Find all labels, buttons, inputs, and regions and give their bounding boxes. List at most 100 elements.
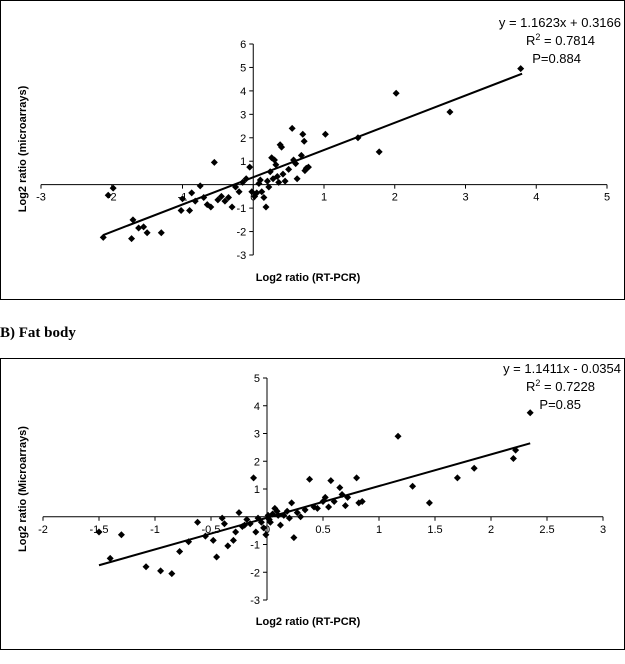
chart-a-data-point (188, 189, 196, 197)
chart-a-r-squared-label: R2 = 0.7814 (526, 32, 595, 48)
chart-b-y-tick-label: 5 (254, 373, 260, 385)
chart-a-data-point (109, 184, 117, 192)
chart-b-data-point (265, 516, 273, 524)
chart-b-y-tick-label: -1 (250, 540, 260, 552)
chart-panel-b: -2-1.5-1-0.500.511.522.53-3-2-112345Log2… (0, 358, 625, 650)
chart-a-data-point (300, 137, 308, 145)
chart-b-data-point (313, 504, 321, 512)
chart-a-data-point (186, 206, 194, 214)
chart-b-data-point (243, 516, 251, 524)
chart-b-data-point (260, 524, 268, 532)
chart-b-data-point (220, 520, 228, 528)
chart-b-data-point (201, 532, 209, 540)
chart-a-data-point (321, 130, 329, 138)
chart-b-data-point (273, 507, 281, 515)
chart-b-data-point (257, 518, 265, 526)
chart-a-data-point (262, 203, 270, 211)
chart-b-data-point (409, 482, 417, 490)
chart-a-data-point (196, 182, 204, 190)
chart-b-data-point (394, 432, 402, 440)
chart-a-data-point (129, 216, 137, 224)
chart-b-data-point (266, 518, 274, 526)
chart-a-data-point (392, 89, 400, 97)
chart-a-data-point (207, 203, 215, 211)
chart-a-x-axis-title: Log2 ratio (RT-PCR) (256, 272, 361, 284)
chart-a-data-point (179, 195, 186, 203)
chart-a-y-tick-label: 5 (240, 62, 246, 74)
chart-b-data-point (325, 503, 333, 511)
chart-b-data-point (142, 563, 150, 571)
chart-b-x-tick-label: 0.5 (315, 524, 330, 536)
chart-b-data-point (285, 514, 293, 522)
chart-a-x-tick-label: 1 (321, 192, 327, 204)
chart-a-data-point (239, 178, 247, 186)
chart-a-data-point (292, 160, 300, 168)
chart-b-data-point (224, 542, 232, 550)
chart-b-data-point (168, 570, 176, 578)
chart-b-data-point (252, 528, 260, 536)
chart-a-y-tick-label: 3 (240, 109, 246, 121)
chart-b-data-point (330, 497, 338, 505)
chart-a-data-point (143, 229, 151, 237)
chart-a-y-tick-label: 2 (240, 133, 246, 145)
chart-b-data-point (290, 534, 298, 542)
section-heading-fat-body: B) Fat body (0, 325, 76, 341)
chart-b-data-point (283, 507, 291, 515)
chart-a-y-tick-label: 1 (240, 156, 246, 168)
chart-b-data-point (235, 509, 243, 517)
chart-b-data-point (321, 493, 329, 501)
chart-b-data-point (301, 506, 309, 514)
chart-b-data-point (106, 554, 114, 562)
chart-a-equation-label: y = 1.1623x + 0.3166 (499, 15, 621, 30)
chart-b-data-point (327, 477, 335, 485)
chart-b-data-point (297, 513, 305, 521)
chart-a-data-point (228, 203, 236, 211)
chart-a-data-point (272, 161, 280, 169)
chart-a-data-point (248, 188, 256, 196)
chart-b-data-point (117, 531, 125, 539)
chart-a-data-point (273, 172, 281, 180)
chart-b-data-point (229, 536, 237, 544)
chart-b-x-tick-label: 3 (600, 524, 606, 536)
chart-b-data-point (250, 474, 258, 482)
chart-a-data-point (140, 223, 148, 231)
chart-a-y-axis-title: Log2 ratio (microarrays) (17, 85, 29, 212)
chart-b-data-point (213, 553, 221, 561)
chart-b-data-point (218, 514, 226, 522)
chart-b-data-point (176, 547, 184, 555)
chart-a-data-point (263, 177, 271, 185)
chart-b-data-point (293, 509, 301, 517)
chart-a-y-tick-label: 4 (240, 86, 246, 98)
chart-b-data-point (276, 521, 284, 529)
chart-b-data-point (512, 446, 520, 454)
chart-b-y-tick-label: 1 (254, 484, 260, 496)
chart-a-data-point (135, 224, 143, 232)
chart-a-data-point (281, 177, 289, 185)
chart-a-data-point (265, 183, 273, 191)
chart-b-data-point (274, 511, 282, 519)
chart-b-x-tick-label: 1.5 (427, 524, 442, 536)
chart-a-data-point (275, 178, 283, 186)
chart-b-x-tick-label: 2.5 (539, 524, 554, 536)
chart-b-x-tick-label: 1 (376, 524, 382, 536)
chart-b-y-tick-label: -3 (250, 595, 260, 607)
chart-a-trendline (102, 72, 523, 236)
chart-b-x-axis-title: Log2 ratio (RT-PCR) (256, 616, 361, 628)
chart-a-data-point (304, 163, 312, 171)
chart-b-x-tick-label: 2 (488, 524, 494, 536)
chart-b-data-point (358, 497, 366, 505)
chart-b-data-point (341, 502, 349, 510)
chart-a-x-tick-label: -3 (36, 192, 46, 204)
chart-b-data-point (254, 514, 262, 522)
chart-b-y-tick-label: 4 (254, 401, 260, 413)
chart-b-data-point (353, 474, 361, 482)
chart-a-data-point (260, 194, 268, 202)
chart-b-p-value-label: P=0.85 (539, 397, 581, 412)
chart-a-data-point (446, 108, 454, 116)
chart-b-data-point (194, 518, 202, 526)
chart-b-data-point (95, 528, 103, 536)
chart-a-data-point (224, 194, 232, 202)
chart-b-data-point (526, 409, 534, 417)
chart-a-y-tick-label: -1 (236, 203, 246, 215)
